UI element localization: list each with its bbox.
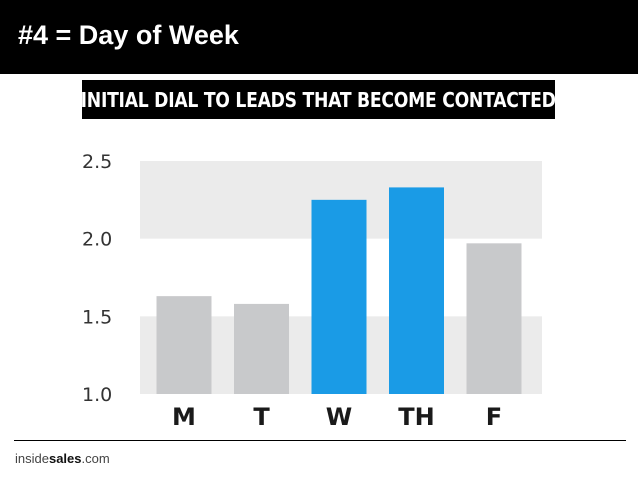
bar-m [156,296,212,394]
x-tick-label: TH [398,403,434,431]
bar-w [311,199,367,394]
y-tick-label: 2.0 [82,229,112,251]
insidesales-logo: insidesales.com [15,451,110,466]
header-bar: #4 = Day of Week [0,0,638,74]
bar-f [466,243,522,394]
bar-t [234,303,289,394]
slide-title: #4 = Day of Week [18,20,239,50]
chart-title-banner: INITIAL DIAL TO LEADS THAT BECOME CONTAC… [81,80,556,119]
logo-text-sales: sales [48,451,82,466]
x-tick-label: W [326,403,352,431]
bar-chart: 1.0 1.5 2.0 2.5 M T W TH F [82,151,542,431]
x-tick-label: M [172,403,196,431]
bar-th [389,187,444,394]
footer-divider [14,440,626,441]
y-tick-label: 1.0 [82,384,112,406]
logo-text-com: .com [81,451,110,466]
x-tick-label: F [486,403,502,431]
logo-text-inside: inside [15,451,49,466]
x-tick-label: T [253,403,270,431]
y-tick-label: 2.5 [82,151,112,173]
y-tick-label: 1.5 [82,306,112,328]
chart-title: INITIAL DIAL TO LEADS THAT BECOME CONTAC… [81,87,556,112]
